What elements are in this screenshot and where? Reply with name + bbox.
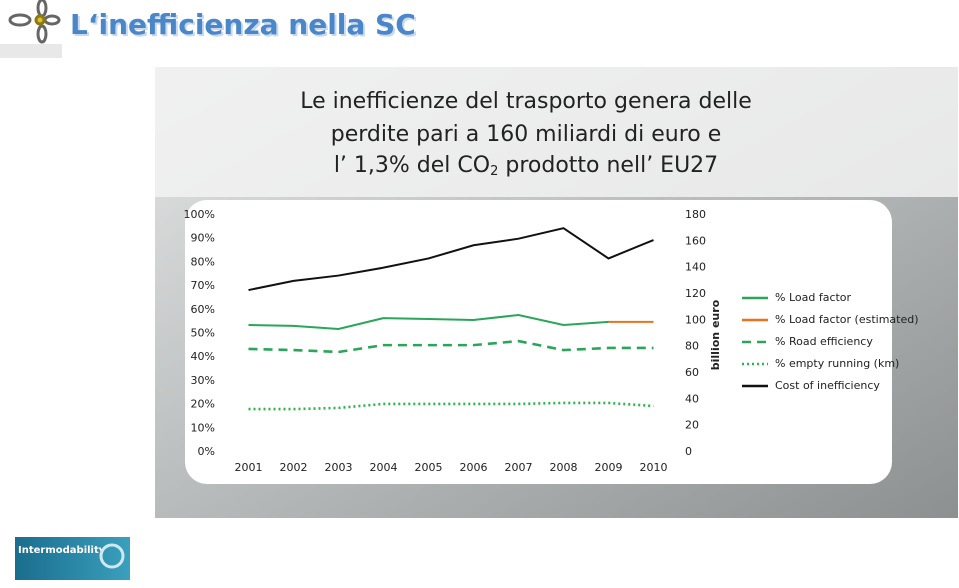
- slide-title: L‘inefficienza nella SC: [70, 8, 416, 41]
- series-line: [248, 314, 609, 331]
- y2-tick-label: 100: [685, 313, 706, 326]
- y2-tick-label: 160: [685, 234, 706, 247]
- y-tick-label: 70%: [191, 279, 215, 292]
- legend-label: % Load factor (estimated): [775, 313, 919, 326]
- x-tick-label: 2005: [415, 461, 443, 474]
- y-tick-label: 0%: [198, 445, 215, 458]
- y-tick-label: 100%: [184, 208, 215, 221]
- series-line: [248, 227, 654, 292]
- legend-label: % Road efficiency: [775, 335, 873, 348]
- y2-tick-label: 0: [685, 445, 692, 458]
- x-tick-label: 2003: [325, 461, 353, 474]
- y2-tick-label: 140: [685, 261, 706, 274]
- x-tick-label: 2001: [235, 461, 263, 474]
- series-line: [248, 339, 654, 354]
- y2-tick-label: 60: [685, 366, 699, 379]
- logo-text: Intermodability: [18, 545, 106, 556]
- legend-label: % Load factor: [775, 291, 852, 304]
- subtitle-part: l’ 1,3% del CO: [334, 153, 490, 178]
- x-tick-label: 2004: [370, 461, 398, 474]
- y-tick-label: 50%: [191, 327, 215, 340]
- x-tick-label: 2010: [640, 461, 668, 474]
- photo-sky: [155, 67, 958, 197]
- y2-tick-label: 80: [685, 340, 699, 353]
- subtitle: perdite pari a 160 miliardi di euro e: [331, 122, 722, 147]
- x-tick-label: 2009: [595, 461, 623, 474]
- subtitle: l’ 1,3% del CO2 prodotto nell’ EU27: [334, 153, 718, 179]
- y-tick-label: 60%: [191, 303, 215, 316]
- x-tick-label: 2008: [550, 461, 578, 474]
- subtitle-part: prodotto nell’ EU27: [498, 153, 718, 178]
- y-tick-label: 80%: [191, 255, 215, 268]
- y-tick-label: 20%: [191, 398, 215, 411]
- subscript: 2: [490, 164, 498, 179]
- y2-tick-label: 40: [685, 392, 699, 405]
- chain-icon: [8, 0, 61, 44]
- y2-tick-label: 180: [685, 208, 706, 221]
- icon-shadow: [0, 44, 62, 58]
- y2-axis-label: billion euro: [709, 299, 722, 370]
- chart: 0% 10% 20% 30% 40% 50% 60% 70% 80% 90% 100% 0 20 40 60…: [184, 208, 919, 474]
- x-tick-label: 2007: [505, 461, 533, 474]
- x-tick-label: 2002: [280, 461, 308, 474]
- y2-tick-label: 120: [685, 287, 706, 300]
- y-tick-label: 30%: [191, 374, 215, 387]
- y-tick-label: 40%: [191, 350, 215, 363]
- title-shadow: L‘inefficienza nella SC: [72, 10, 418, 43]
- x-tick-label: 2006: [460, 461, 488, 474]
- y-tick-label: 90%: [191, 232, 215, 245]
- logo-mark: [99, 543, 125, 569]
- y2-tick-label: 20: [685, 419, 699, 432]
- subtitle: Le inefficienze del trasporto genera del…: [300, 89, 752, 114]
- legend-label: % empty running (km): [775, 357, 899, 370]
- logo: [15, 537, 130, 580]
- y-tick-label: 10%: [191, 421, 215, 434]
- legend-label: Cost of inefficiency: [775, 379, 880, 392]
